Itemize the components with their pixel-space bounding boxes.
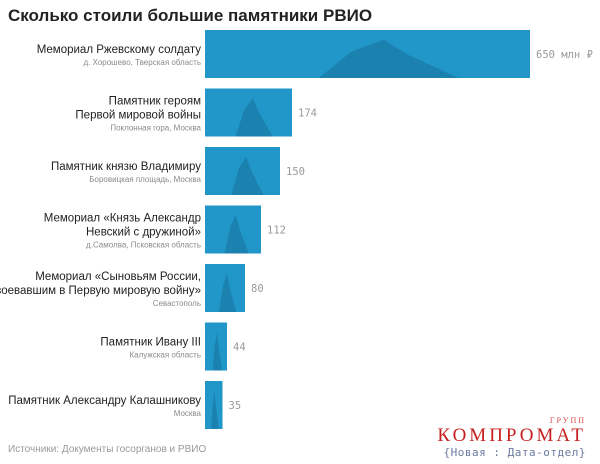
bar (205, 30, 530, 78)
category-label: Первой мировой войны (75, 110, 201, 122)
category-label: Памятник Ивану III (100, 337, 201, 349)
bar-monument-silhouette (231, 156, 264, 195)
bar-monument-silhouette (211, 390, 219, 429)
category-label: Мемориал «Князь Александр (44, 213, 201, 225)
brand-group-text: ГРУПП (549, 416, 586, 425)
bar (205, 322, 227, 371)
category-label: Памятник князю Владимиру (51, 161, 201, 173)
bar-monument-silhouette (235, 98, 273, 137)
source-note: Источники: Документы госорганов и РВИО (8, 444, 207, 455)
bar (205, 205, 261, 254)
bar-monument-silhouette (219, 273, 237, 312)
category-location: Боровицкая площадь, Москва (89, 175, 201, 184)
brand-logo: КОМПРОМАТ (437, 425, 586, 446)
category-label: Невский с дружиной» (86, 227, 201, 239)
bar (205, 88, 292, 137)
category-location: Севастополь (153, 299, 201, 308)
data-label: 44 (233, 342, 246, 354)
category-label: Памятник Александру Калашникову (8, 395, 201, 407)
category-location: Поклонная гора, Москва (110, 124, 201, 133)
category-location: д. Хорошево, Тверская область (83, 58, 201, 67)
bar (205, 381, 223, 429)
chart-title: Сколько стоили большие памятники РВИО (8, 6, 373, 25)
data-label: 80 (251, 283, 264, 295)
bar-monument-silhouette (318, 39, 459, 78)
category-label: Мемориал «Сыновьям России, (35, 271, 201, 283)
category-location: Калужская область (129, 351, 201, 360)
category-label: Мемориал Ржевскому солдату (37, 44, 202, 56)
bar (205, 147, 280, 195)
category-location: д.Самолва, Псковская область (86, 241, 201, 250)
data-label: 650 млн ₽ (536, 49, 593, 61)
category-location: Москва (174, 409, 202, 418)
data-label: 150 (286, 166, 305, 178)
bar-monument-silhouette (224, 215, 249, 254)
bar (205, 264, 245, 312)
category-label: воевавшим в Первую мировую войну» (0, 285, 201, 297)
bar-monument-silhouette (212, 332, 223, 371)
brand-subtitle: {Новая : Дата-отдел} (443, 446, 586, 459)
data-label: 112 (267, 225, 286, 237)
category-label: Памятник героям (109, 96, 201, 108)
data-label: 35 (229, 400, 242, 412)
data-label: 174 (298, 108, 317, 120)
